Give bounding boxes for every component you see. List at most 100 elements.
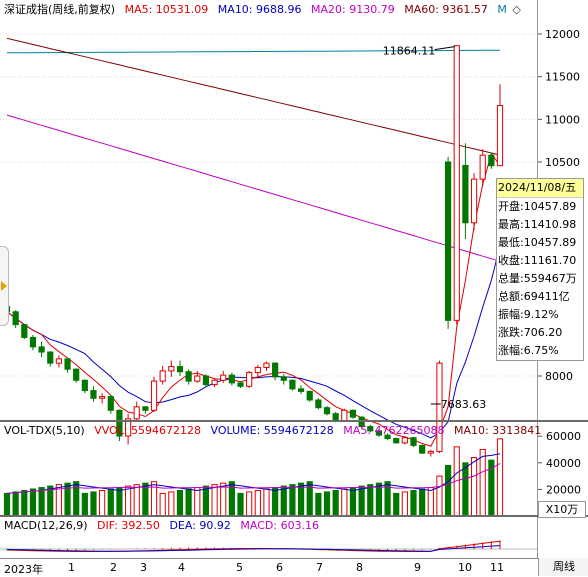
volume-bar: [349, 487, 357, 517]
vol-title[interactable]: VOL-TDX(5,10): [4, 424, 85, 437]
volume-bar: [185, 488, 192, 517]
candle-body: [159, 370, 166, 382]
price-label: 11500: [545, 71, 580, 84]
candle-body: [349, 409, 357, 418]
candle-body: [29, 336, 37, 348]
volume-bar: [73, 481, 80, 517]
volume-bar: [194, 487, 201, 517]
dif-line: [6, 540, 501, 552]
info-amplitude: 振幅:9.12%: [498, 308, 559, 321]
x-tick: 4: [178, 561, 185, 574]
candle-body: [479, 154, 486, 180]
candle-body: [401, 437, 408, 444]
candle-body: [99, 396, 106, 399]
x-tick: 2023年: [4, 563, 43, 576]
candle-body: [237, 382, 244, 387]
x-tick: 7: [316, 561, 323, 574]
candle-body: [462, 164, 469, 224]
main-chart-header: 深证成指(周线,前复权) MA5: 10531.09 MA10: 9688.96…: [4, 1, 522, 19]
index-title[interactable]: 深证成指(周线,前复权): [4, 3, 116, 16]
more-ma-label[interactable]: M: [497, 3, 507, 16]
diamond-icon[interactable]: ◇: [512, 3, 521, 16]
candle-body: [306, 390, 313, 401]
ma60-value: MA60: 9361.57: [404, 3, 488, 16]
candle-body: [410, 437, 417, 446]
vvol-value: VVOL: 5594672128: [94, 424, 202, 437]
candle-body: [90, 390, 97, 399]
volume-bar: [272, 487, 279, 517]
volume-bar: [419, 488, 426, 517]
ohlc-info-box: 2024/11/08/五 开盘:10457.89 最高:11410.98 最低:…: [496, 178, 584, 361]
candle-body: [470, 178, 478, 224]
volume-bar: [367, 484, 374, 517]
volume-bar: [332, 489, 339, 517]
candle-body: [211, 379, 218, 386]
x-tick: 1: [68, 561, 75, 574]
candle-body: [488, 154, 495, 167]
triangle-right-icon: [1, 281, 7, 291]
candle-body: [427, 450, 434, 454]
ma60-line: [6, 37, 501, 156]
candle-body: [280, 376, 287, 381]
candle-body: [21, 324, 28, 338]
candle-body: [116, 409, 123, 437]
period-selector[interactable]: 周线: [538, 558, 588, 576]
volume-bar: [297, 482, 305, 517]
volume-bar: [133, 484, 140, 517]
candle-body: [384, 434, 391, 440]
volume-value: VOLUME: 5594672128: [210, 424, 334, 437]
pane-separator[interactable]: [0, 515, 588, 517]
candle-body: [272, 362, 279, 378]
x-tick: 5: [236, 561, 243, 574]
candle-body: [297, 388, 305, 392]
volume-bar: [445, 464, 452, 517]
candle-body: [375, 430, 383, 436]
candle-body: [124, 418, 132, 437]
candle-body: [453, 45, 460, 321]
side-panel-toggle[interactable]: [0, 246, 9, 326]
macd-title[interactable]: MACD(12,26,9): [4, 519, 88, 532]
volume-bar: [107, 488, 114, 517]
candle-body: [47, 351, 54, 364]
volume-bar: [124, 485, 132, 517]
x-tick: 9: [414, 561, 421, 574]
x-tick: 6: [276, 561, 283, 574]
volume-bar: [168, 491, 175, 517]
volume-bar: [220, 482, 227, 517]
volume-bar: [38, 487, 45, 517]
volume-bar: [254, 489, 261, 517]
info-high: 最高:11410.98: [498, 218, 577, 231]
candlesticks: [3, 45, 504, 457]
candle-body: [81, 379, 88, 392]
volume-bar: [211, 484, 218, 517]
pane-separator[interactable]: [0, 420, 588, 422]
volume-bar: [90, 491, 97, 517]
candle-body: [107, 396, 114, 411]
candle-body: [176, 366, 184, 373]
volume-bar: [436, 475, 443, 517]
volume-bar: [21, 489, 28, 517]
volume-bars: [3, 438, 504, 517]
candle-body: [64, 358, 71, 370]
price-label: 11000: [545, 113, 580, 126]
candle-body: [436, 362, 443, 452]
volume-bar: [393, 492, 400, 517]
x-tick: 2: [110, 561, 117, 574]
candle-body: [263, 362, 270, 368]
x-tick: 8: [356, 561, 363, 574]
candle-body: [73, 368, 80, 381]
info-low: 最低:10457.89: [498, 236, 577, 249]
moving-average-lines: [6, 37, 501, 447]
volume-bar: [99, 489, 106, 517]
volume-header: VOL-TDX(5,10) VVOL: 5594672128 VOLUME: 5…: [4, 422, 547, 440]
vol-ma10-value: MA10: 3313841: [454, 424, 542, 437]
volume-bar: [29, 488, 37, 517]
candle-body: [194, 375, 201, 382]
volume-bar: [479, 449, 486, 517]
candle-body: [12, 311, 19, 326]
candle-body: [185, 371, 192, 382]
info-volume: 总量:559467万: [498, 272, 577, 285]
candle-body: [55, 358, 62, 364]
ma5-value: MA5: 10531.09: [124, 3, 209, 16]
